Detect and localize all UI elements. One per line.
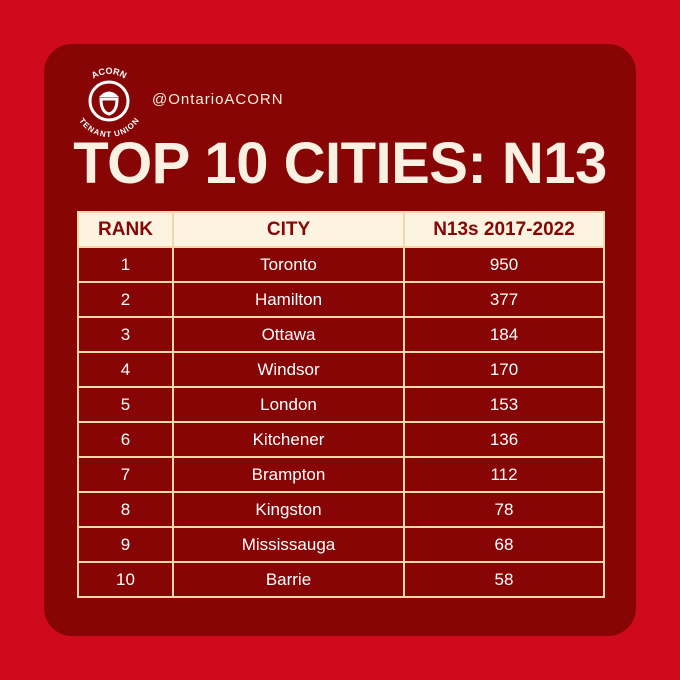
acorn-body	[99, 97, 119, 116]
table-row: 10 Barrie 58	[77, 561, 605, 598]
table-cell: 10	[77, 561, 174, 598]
table-cell: 8	[77, 491, 174, 528]
table-row: 2 Hamilton 377	[77, 281, 605, 318]
table-cell: London	[172, 386, 405, 423]
table-cell: 950	[403, 246, 605, 283]
table-cell: Kingston	[172, 491, 405, 528]
table-cell: 3	[77, 316, 174, 353]
table-cell: 2	[77, 281, 174, 318]
table-cell: 6	[77, 421, 174, 458]
table-cell: Mississauga	[172, 526, 405, 563]
table-cell: 5	[77, 386, 174, 423]
table-cell: 377	[403, 281, 605, 318]
table-cell: Kitchener	[172, 421, 405, 458]
table-row: 6 Kitchener 136	[77, 421, 605, 458]
table-cell: Ottawa	[172, 316, 405, 353]
table-cell: 1	[77, 246, 174, 283]
table-cell: 112	[403, 456, 605, 493]
table-cell: 7	[77, 456, 174, 493]
table-cell: 58	[403, 561, 605, 598]
column-header: RANK	[77, 211, 174, 248]
title: TOP 10 CITIES: N13	[73, 131, 607, 196]
table-cell: 170	[403, 351, 605, 388]
table-row: 4 Windsor 170	[77, 351, 605, 388]
column-header: N13s 2017-2022	[403, 211, 605, 248]
table-cell: 9	[77, 526, 174, 563]
table: RANK CITY N13s 2017-2022 1 Toronto 950 2 Hamil…	[77, 211, 605, 598]
table-cell: 184	[403, 316, 605, 353]
logo-top-text: ACORN	[90, 66, 129, 81]
table-cell: 68	[403, 526, 605, 563]
table-cell: 136	[403, 421, 605, 458]
table-cell: Brampton	[172, 456, 405, 493]
logo: ACORN TENANT UNION	[77, 66, 140, 138]
header-row: RANK CITY N13s 2017-2022	[77, 211, 605, 248]
table-cell: 78	[403, 491, 605, 528]
table-row: 5 London 153	[77, 386, 605, 423]
table-cell: 4	[77, 351, 174, 388]
table-row: 9 Mississauga 68	[77, 526, 605, 563]
table-cell: Hamilton	[172, 281, 405, 318]
table-cell: Toronto	[172, 246, 405, 283]
table-body: 1 Toronto 950 2 Hamilton 377 3 Ottawa 184 4 Windso…	[77, 246, 605, 598]
table-row: 8 Kingston 78	[77, 491, 605, 528]
table-row: 7 Brampton 112	[77, 456, 605, 493]
logo-ring	[88, 80, 130, 122]
table-row: 1 Toronto 950	[77, 246, 605, 283]
table-row: 3 Ottawa 184	[77, 316, 605, 353]
column-header: CITY	[172, 211, 405, 248]
table-cell: Barrie	[172, 561, 405, 598]
table-cell: Windsor	[172, 351, 405, 388]
handle: @OntarioACORN	[152, 91, 284, 108]
logo-top: ACORN	[90, 66, 129, 81]
table-cell: 153	[403, 386, 605, 423]
acorn-cap	[99, 91, 119, 97]
